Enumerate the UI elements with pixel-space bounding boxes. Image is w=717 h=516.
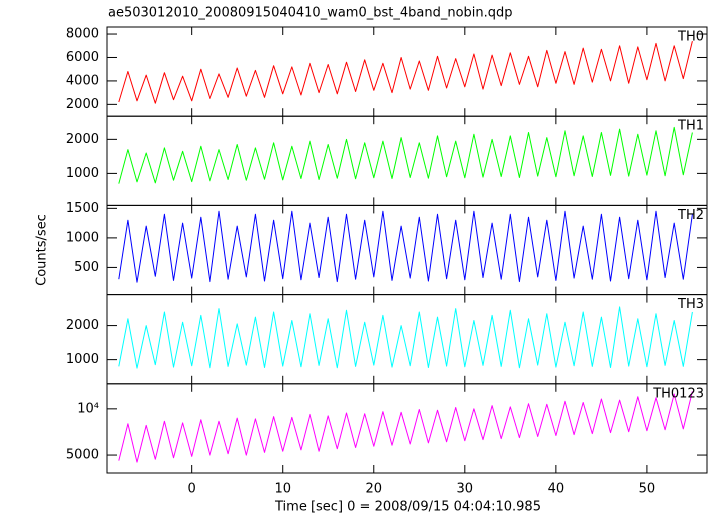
panel-frame <box>106 26 708 117</box>
y-tick-label: 2000 <box>66 97 99 112</box>
series-label: TH0 <box>677 30 704 45</box>
series-label: TH3 <box>677 297 704 312</box>
light-curve <box>118 210 693 283</box>
y-tick-label: 2000 <box>66 132 99 147</box>
y-tick-label: 4000 <box>66 73 99 88</box>
light-curve <box>118 391 693 463</box>
y-tick-label: 5000 <box>66 448 99 463</box>
y-axis-label: Counts/sec <box>35 214 50 286</box>
series-label: TH0123 <box>652 386 704 401</box>
y-tick-label: 6000 <box>66 50 99 65</box>
x-tick-label: 20 <box>365 482 382 497</box>
chart-title: ae503012010_20080915040410_wam0_bst_4ban… <box>108 6 513 21</box>
y-tick-label: 1000 <box>66 230 99 245</box>
panel-frame <box>106 204 708 296</box>
y-tick-label: 8000 <box>66 27 99 42</box>
y-tick-label: 2000 <box>66 318 99 333</box>
y-tick-label: 10⁴ <box>77 401 99 416</box>
light-curve <box>118 306 693 369</box>
y-tick-label: 1000 <box>66 352 99 367</box>
series-label: TH1 <box>677 119 704 134</box>
panel-frame <box>106 383 708 474</box>
light-curve <box>118 40 693 104</box>
y-tick-label: 1000 <box>66 166 99 181</box>
x-tick-label: 30 <box>457 482 474 497</box>
x-tick-label: 50 <box>639 482 656 497</box>
x-axis-label: Time [sec] 0 = 2008/09/15 04:04:10.985 <box>274 500 541 515</box>
x-tick-label: 10 <box>274 482 291 497</box>
x-tick-label: 0 <box>188 482 196 497</box>
series-label: TH2 <box>677 208 704 223</box>
y-tick-label: 1500 <box>66 201 99 216</box>
x-tick-label: 40 <box>548 482 565 497</box>
y-tick-label: 500 <box>74 260 99 275</box>
light-curve <box>118 126 693 184</box>
